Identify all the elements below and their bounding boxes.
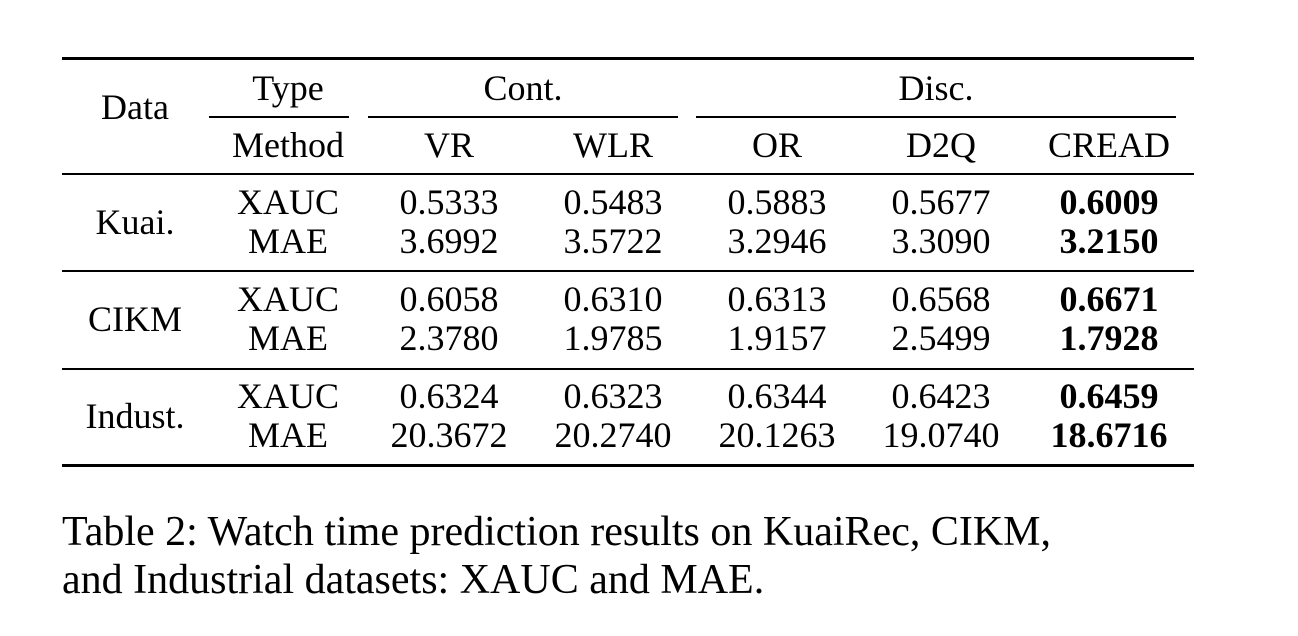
best-cell: 3.2150 bbox=[1059, 221, 1159, 261]
best-cell: 0.6009 bbox=[1059, 182, 1159, 222]
table-cell: 2.5499 bbox=[891, 318, 991, 358]
table-cell: 20.2740 bbox=[554, 415, 672, 455]
metric-label: XAUC bbox=[236, 279, 339, 319]
header-method-vr: VR bbox=[423, 125, 474, 165]
bottom-rule bbox=[62, 464, 1194, 467]
best-cell: 0.6459 bbox=[1059, 376, 1159, 416]
kuai-rule bbox=[62, 270, 1194, 272]
table-cell: 3.6992 bbox=[399, 221, 499, 261]
table-caption: Table 2: Watch time prediction results o… bbox=[62, 508, 1242, 604]
header-method-wlr: WLR bbox=[573, 125, 653, 165]
table-cell: 0.6344 bbox=[727, 376, 827, 416]
table-cell: 20.3672 bbox=[390, 415, 508, 455]
header-method-d2q: D2Q bbox=[906, 125, 976, 165]
table-cell: 0.5883 bbox=[727, 182, 827, 222]
top-rule bbox=[62, 57, 1194, 60]
metric-label: XAUC bbox=[236, 376, 339, 416]
disc-underline bbox=[696, 116, 1176, 118]
table-cell: 0.6058 bbox=[399, 279, 499, 319]
header-group-cont: Cont. bbox=[483, 68, 563, 108]
table-cell: 1.9157 bbox=[727, 318, 827, 358]
table-cell: 1.9785 bbox=[563, 318, 663, 358]
best-cell: 18.6716 bbox=[1050, 415, 1168, 455]
caption-line-2: and Industrial datasets: XAUC and MAE. bbox=[62, 557, 765, 603]
table-cell: 2.3780 bbox=[399, 318, 499, 358]
dataset-label: Kuai. bbox=[95, 202, 175, 242]
metric-label: XAUC bbox=[236, 182, 339, 222]
dataset-label: CIKM bbox=[87, 299, 182, 339]
table-cell: 0.6324 bbox=[399, 376, 499, 416]
cikm-rule bbox=[62, 368, 1194, 370]
header-rule bbox=[62, 173, 1194, 175]
table-cell: 0.6423 bbox=[891, 376, 991, 416]
best-cell: 0.6671 bbox=[1059, 279, 1159, 319]
best-cell: 1.7928 bbox=[1059, 318, 1159, 358]
table-cell: 0.6568 bbox=[891, 279, 991, 319]
type-underline bbox=[209, 116, 349, 118]
table-cell: 0.5483 bbox=[563, 182, 663, 222]
table-cell: 0.5333 bbox=[399, 182, 499, 222]
cont-underline bbox=[368, 116, 678, 118]
table-cell: 3.2946 bbox=[727, 221, 827, 261]
header-method: Method bbox=[232, 125, 344, 165]
table-cell: 20.1263 bbox=[718, 415, 836, 455]
metric-label: MAE bbox=[248, 221, 328, 261]
table-cell: 0.6313 bbox=[727, 279, 827, 319]
metric-label: MAE bbox=[248, 318, 328, 358]
table-cell: 0.6323 bbox=[563, 376, 663, 416]
header-group-disc: Disc. bbox=[898, 68, 974, 108]
table-cell: 3.5722 bbox=[563, 221, 663, 261]
metric-label: MAE bbox=[248, 415, 328, 455]
caption-line-1: Table 2: Watch time prediction results o… bbox=[62, 509, 1052, 555]
table-cell: 0.6310 bbox=[563, 279, 663, 319]
header-data: Data bbox=[101, 87, 169, 127]
header-type: Type bbox=[252, 68, 324, 108]
table-cell: 0.5677 bbox=[891, 182, 991, 222]
table-cell: 19.0740 bbox=[882, 415, 1000, 455]
dataset-label: Indust. bbox=[85, 396, 185, 436]
header-method-cread: CREAD bbox=[1047, 125, 1170, 165]
header-method-or: OR bbox=[751, 125, 802, 165]
table-cell: 3.3090 bbox=[891, 221, 991, 261]
